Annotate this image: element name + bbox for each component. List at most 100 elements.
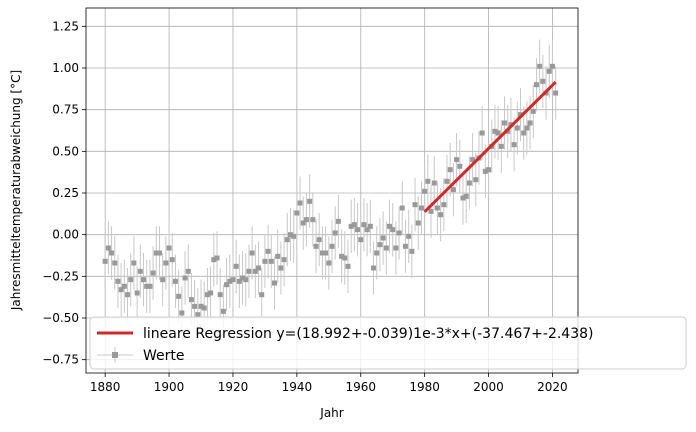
data-point bbox=[495, 130, 501, 136]
legend-data-marker bbox=[112, 352, 118, 358]
data-point bbox=[517, 112, 523, 118]
data-point bbox=[377, 242, 383, 248]
data-point bbox=[390, 227, 396, 233]
data-point bbox=[527, 120, 533, 126]
data-point bbox=[240, 275, 246, 281]
x-tick-label: 2000 bbox=[473, 380, 504, 394]
data-point bbox=[342, 255, 348, 261]
x-axis-title: Jahr bbox=[319, 406, 343, 420]
data-point bbox=[473, 177, 479, 183]
x-tick-label: 1940 bbox=[282, 380, 313, 394]
data-point bbox=[227, 278, 233, 284]
y-tick-label: 0.50 bbox=[52, 144, 79, 158]
data-points bbox=[102, 63, 559, 318]
data-point bbox=[163, 260, 169, 266]
data-point bbox=[460, 195, 466, 201]
data-point bbox=[351, 222, 357, 228]
data-point bbox=[141, 277, 147, 283]
data-point bbox=[125, 292, 131, 298]
data-point bbox=[361, 222, 367, 228]
data-point bbox=[201, 305, 207, 311]
data-point bbox=[310, 217, 316, 223]
data-point bbox=[482, 168, 488, 174]
regression-line bbox=[423, 80, 557, 213]
data-point bbox=[332, 230, 338, 236]
data-point bbox=[380, 235, 386, 241]
data-point bbox=[134, 290, 140, 296]
data-point bbox=[431, 180, 437, 186]
data-point bbox=[102, 258, 108, 264]
data-point bbox=[287, 232, 293, 238]
data-point bbox=[268, 258, 274, 264]
data-point bbox=[214, 255, 220, 261]
data-point bbox=[265, 248, 271, 254]
data-point bbox=[348, 223, 354, 229]
data-point bbox=[182, 275, 188, 281]
data-point bbox=[374, 250, 380, 256]
data-point bbox=[121, 283, 127, 289]
y-tick-label: −0.75 bbox=[42, 353, 79, 367]
data-point bbox=[208, 290, 214, 296]
data-point bbox=[256, 265, 262, 271]
y-tick-label: 0.75 bbox=[52, 103, 79, 117]
data-point bbox=[259, 292, 265, 298]
data-point bbox=[281, 257, 287, 263]
data-point bbox=[271, 280, 277, 286]
data-point bbox=[335, 218, 341, 224]
data-point bbox=[383, 245, 389, 251]
legend-regression-label: lineare Regression y=(18.992+-0.039)1e-3… bbox=[143, 326, 594, 342]
data-point bbox=[176, 293, 182, 299]
legend-box bbox=[89, 316, 687, 370]
data-point bbox=[422, 188, 428, 194]
data-point bbox=[147, 283, 153, 289]
data-point bbox=[294, 210, 300, 216]
data-point bbox=[498, 143, 504, 149]
data-point bbox=[434, 205, 440, 211]
data-point bbox=[364, 227, 370, 233]
data-point bbox=[153, 250, 159, 256]
data-point bbox=[470, 157, 476, 163]
regression-line-group bbox=[423, 80, 557, 213]
data-point bbox=[137, 268, 143, 274]
data-point bbox=[457, 163, 463, 169]
data-point bbox=[169, 257, 175, 263]
data-point bbox=[466, 180, 472, 186]
data-point bbox=[166, 245, 172, 251]
x-axis-ticks: 1880 1900 1920 1940 1960 1980 2000 2020 bbox=[90, 373, 568, 394]
x-tick-label: 2020 bbox=[537, 380, 568, 394]
data-point bbox=[307, 198, 313, 204]
x-tick-label: 1960 bbox=[345, 380, 376, 394]
data-point bbox=[246, 268, 252, 274]
y-tick-label: 1.00 bbox=[52, 61, 79, 75]
data-point bbox=[112, 260, 118, 266]
data-point bbox=[402, 243, 408, 249]
data-point bbox=[109, 250, 115, 256]
data-point bbox=[204, 292, 210, 298]
data-point bbox=[198, 303, 204, 309]
data-point bbox=[300, 220, 306, 226]
data-point bbox=[415, 220, 421, 226]
x-tick-label: 1980 bbox=[409, 380, 440, 394]
plot-frame bbox=[85, 7, 579, 374]
data-point bbox=[463, 193, 469, 199]
data-point bbox=[313, 243, 319, 249]
data-point bbox=[284, 237, 290, 243]
data-point bbox=[521, 130, 527, 136]
data-point bbox=[105, 245, 111, 251]
data-point bbox=[297, 200, 303, 206]
data-point bbox=[249, 250, 255, 256]
data-point bbox=[230, 277, 236, 283]
x-tick-label: 1880 bbox=[90, 380, 121, 394]
data-point bbox=[115, 278, 121, 284]
data-point bbox=[156, 250, 162, 256]
data-point bbox=[454, 157, 460, 163]
data-point bbox=[303, 217, 309, 223]
data-point bbox=[540, 78, 546, 84]
data-point bbox=[345, 263, 351, 269]
y-tick-label: 0.00 bbox=[52, 228, 79, 242]
data-point bbox=[131, 260, 137, 266]
data-point bbox=[195, 312, 201, 318]
data-point bbox=[546, 68, 552, 74]
data-point bbox=[233, 263, 239, 269]
